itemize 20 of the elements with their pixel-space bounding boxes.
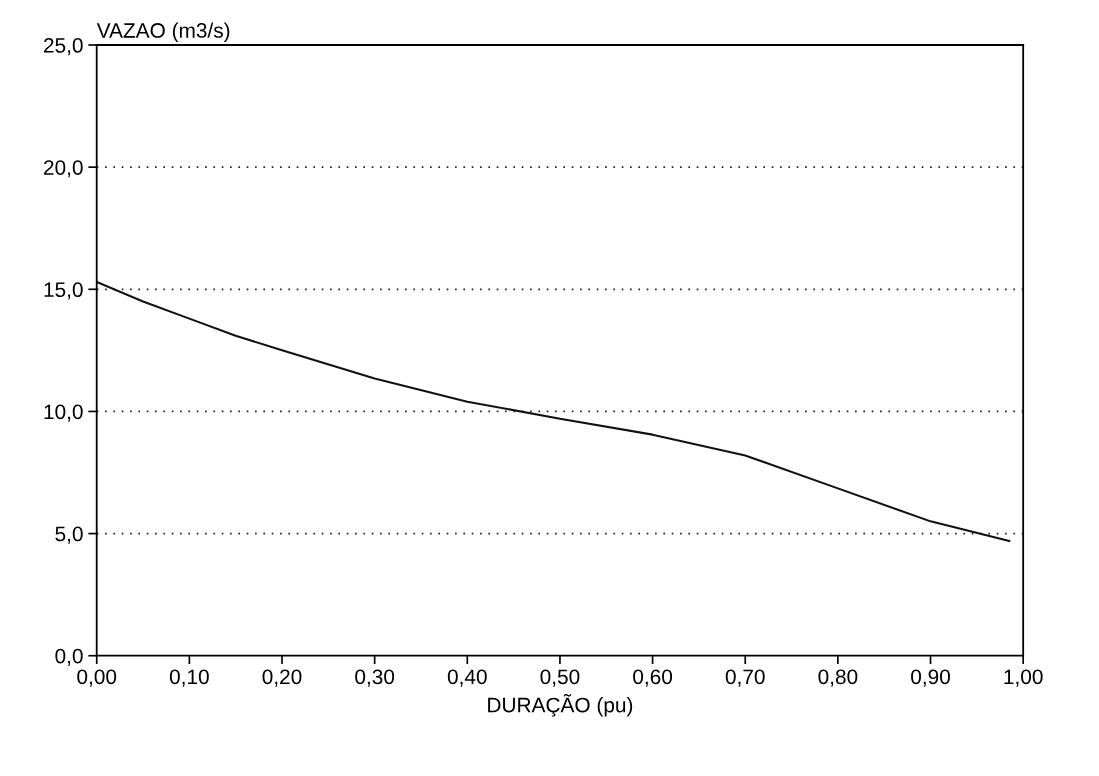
x-tick-label: 0,30: [355, 669, 395, 687]
x-tick-label: 0,40: [447, 669, 487, 687]
y-tick-label: 0,0: [55, 648, 83, 666]
x-tick-label: 0,20: [262, 669, 302, 687]
x-tick-label: 0,70: [725, 669, 765, 687]
y-tick-label: 5,0: [55, 526, 83, 544]
x-tick-label: 0,50: [540, 669, 580, 687]
x-tick-label: 0,00: [77, 669, 117, 687]
x-tick-label: 0,90: [911, 669, 950, 687]
y-tick-label: 10,0: [44, 404, 83, 422]
line-series: [96, 280, 1011, 542]
y-tick-label: 25,0: [44, 38, 83, 56]
y-axis-title: VAZAO (m3/s): [96, 22, 230, 42]
y-tick-label: 20,0: [44, 160, 83, 178]
x-tick-label: 0,60: [633, 669, 673, 687]
x-tick-label: 0,10: [169, 669, 209, 687]
x-tick-label: 0,80: [818, 669, 858, 687]
y-tick-label: 15,0: [44, 282, 83, 300]
x-axis-title: DURAÇÃO (pu): [488, 693, 633, 717]
x-tick-label: 1,00: [1004, 669, 1043, 687]
